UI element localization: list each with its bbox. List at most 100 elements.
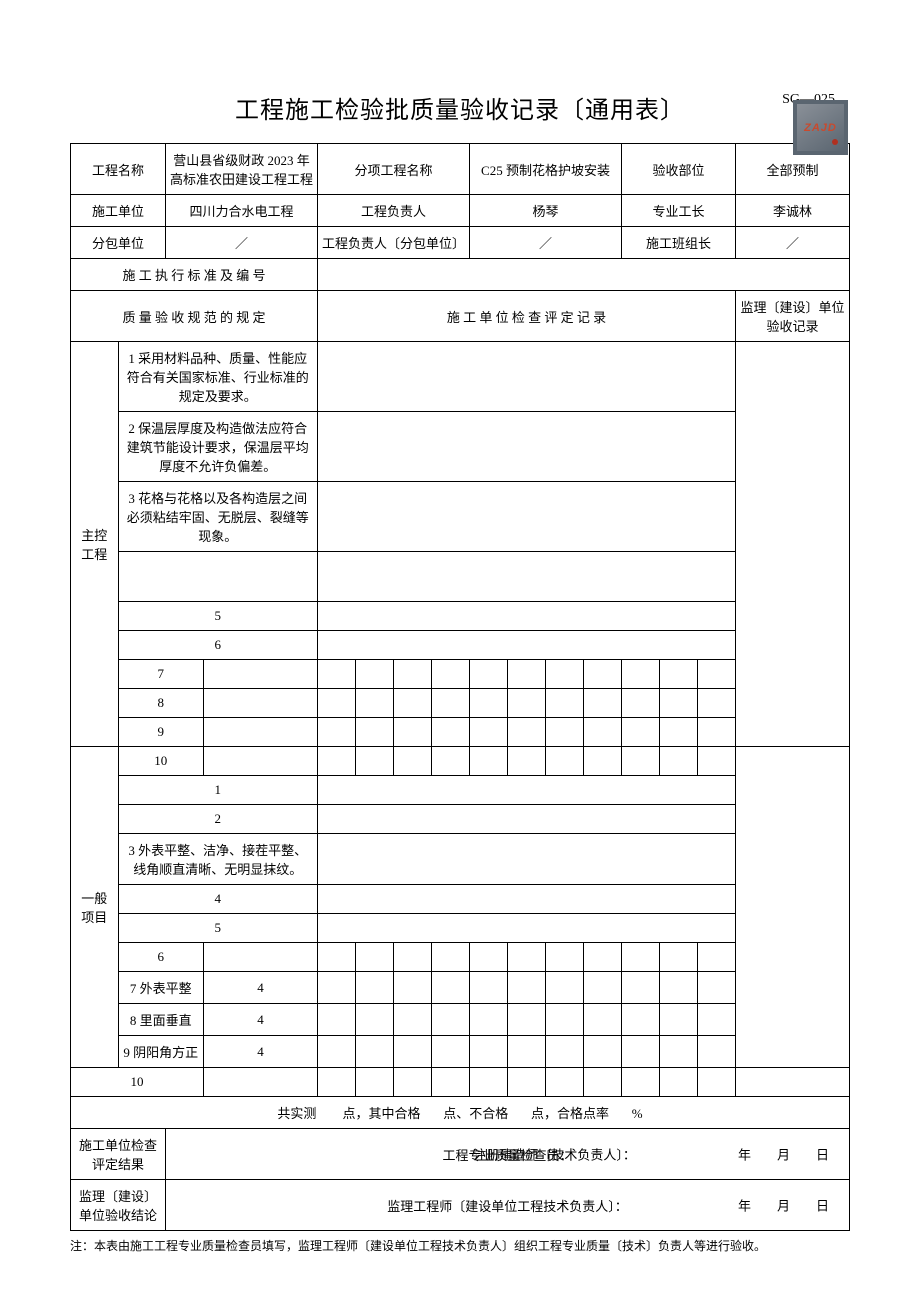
- check-cell: [318, 412, 736, 482]
- check-cell: [470, 1068, 508, 1097]
- check-cell: [660, 1036, 698, 1068]
- stamp-text: ZAJD: [804, 122, 837, 134]
- supervisor-cell: [736, 1068, 850, 1097]
- check-cell: [546, 1068, 584, 1097]
- check-cell: [508, 1004, 546, 1036]
- summary-cell: 共实测 点，其中合格 点、不合格 点，合格点率 %: [71, 1097, 850, 1129]
- check-cell: [394, 718, 432, 747]
- check-cell: [546, 689, 584, 718]
- table-row: 一般项目 10: [71, 747, 850, 776]
- check-cell: [356, 1036, 394, 1068]
- check-cell: [394, 747, 432, 776]
- value-subcontractor: ／: [166, 227, 318, 259]
- check-cell: [698, 1068, 736, 1097]
- check-cell: [432, 747, 470, 776]
- check-cell: [584, 972, 622, 1004]
- check-cell: [432, 943, 470, 972]
- check-cell: [508, 972, 546, 1004]
- table-row: 10: [71, 1068, 850, 1097]
- check-cell: [318, 602, 736, 631]
- value-foreman: 李诚林: [736, 195, 850, 227]
- check-cell: [660, 689, 698, 718]
- check-cell: [660, 747, 698, 776]
- check-cell: [356, 747, 394, 776]
- label-quality-spec: 质 量 验 收 规 范 的 规 定: [71, 291, 318, 342]
- check-cell: [470, 718, 508, 747]
- sig-label: 监理〔建设〕单位验收结论: [71, 1180, 166, 1231]
- check-cell: [546, 660, 584, 689]
- check-cell: [622, 1036, 660, 1068]
- check-cell: [622, 747, 660, 776]
- supervisor-cell: [736, 342, 850, 747]
- document-title: 工程施工检验批质量验收记录〔通用表〕: [70, 90, 850, 125]
- check-cell: [698, 718, 736, 747]
- tol-cell: 4: [204, 1004, 318, 1036]
- general-item: 6: [118, 943, 204, 972]
- side-label-main-ctrl: 主控工程: [71, 342, 119, 747]
- check-cell: [622, 943, 660, 972]
- check-cell: [470, 660, 508, 689]
- general-item: 2: [118, 805, 318, 834]
- general-item: 3 外表平整、洁净、接茬平整、线角顺直清晰、无明显抹纹。: [118, 834, 318, 885]
- label-foreman: 专业工长: [622, 195, 736, 227]
- check-cell: [508, 943, 546, 972]
- sig-engineer-label: 注册建造师〔技术负责人〕：: [473, 1145, 636, 1164]
- check-cell: [318, 1004, 356, 1036]
- check-cell: [660, 718, 698, 747]
- label-supervisor-record: 监理〔建设〕单位验收记录: [736, 291, 850, 342]
- sig-content: 监理工程师〔建设单位工程技术负责人〕： 年 月 日: [166, 1180, 850, 1231]
- general-item: 9 阴阳角方正: [118, 1036, 204, 1068]
- check-cell: [356, 972, 394, 1004]
- check-cell: [318, 718, 356, 747]
- label-sub-pm: 工程负责人〔分包单位〕: [318, 227, 470, 259]
- tol-cell: [204, 943, 318, 972]
- tol-cell: [204, 747, 318, 776]
- label-contractor: 施工单位: [71, 195, 166, 227]
- check-cell: [698, 689, 736, 718]
- check-cell: [698, 747, 736, 776]
- check-cell: [356, 1068, 394, 1097]
- summary-text: 共实测: [277, 1106, 316, 1121]
- tol-cell: [204, 718, 318, 747]
- sig-content: 工程专业质量检查员： 注册建造师〔技术负责人〕： 年 月 日: [166, 1129, 850, 1180]
- check-cell: [660, 972, 698, 1004]
- check-cell: [470, 1004, 508, 1036]
- label-subitem: 分项工程名称: [318, 144, 470, 195]
- check-cell: [546, 718, 584, 747]
- check-cell: [470, 1036, 508, 1068]
- table-row: 1: [71, 776, 850, 805]
- label-subcontractor: 分包单位: [71, 227, 166, 259]
- check-cell: [394, 1036, 432, 1068]
- check-cell: [470, 972, 508, 1004]
- table-row: 主控工程 1 采用材料品种、质量、性能应符合有关国家标准、行业标准的规定及要求。: [71, 342, 850, 412]
- sig-date: 年 月 日: [738, 1196, 829, 1215]
- check-cell: [508, 1068, 546, 1097]
- check-cell: [698, 1004, 736, 1036]
- check-cell: [622, 972, 660, 1004]
- approval-stamp: ZAJD: [793, 100, 848, 155]
- summary-text: %: [632, 1106, 643, 1121]
- check-cell: [318, 689, 356, 718]
- check-cell: [546, 972, 584, 1004]
- general-item: 4: [118, 885, 318, 914]
- table-row: 质 量 验 收 规 范 的 规 定 施 工 单 位 检 查 评 定 记 录 监理…: [71, 291, 850, 342]
- main-ctrl-item: 8: [118, 689, 204, 718]
- summary-text: 点，合格点率: [531, 1106, 609, 1121]
- check-cell: [508, 689, 546, 718]
- check-cell: [432, 718, 470, 747]
- supervisor-cell: [736, 747, 850, 1068]
- table-row: 9 阴阳角方正 4: [71, 1036, 850, 1068]
- check-cell: [622, 1004, 660, 1036]
- summary-text: 点，其中合格: [342, 1106, 420, 1121]
- label-check-record: 施 工 单 位 检 查 评 定 记 录: [318, 291, 736, 342]
- check-cell: [318, 482, 736, 552]
- check-cell: [318, 776, 736, 805]
- value-exec-std: [318, 259, 850, 291]
- summary-row: 共实测 点，其中合格 点、不合格 点，合格点率 %: [71, 1097, 850, 1129]
- footnote: 注：本表由施工工程专业质量检查员填写，监理工程师〔建设单位工程技术负责人〕组织工…: [70, 1237, 850, 1255]
- check-cell: [318, 1036, 356, 1068]
- check-cell: [318, 834, 736, 885]
- check-cell: [508, 660, 546, 689]
- value-sub-pm: ／: [470, 227, 622, 259]
- check-cell: [698, 972, 736, 1004]
